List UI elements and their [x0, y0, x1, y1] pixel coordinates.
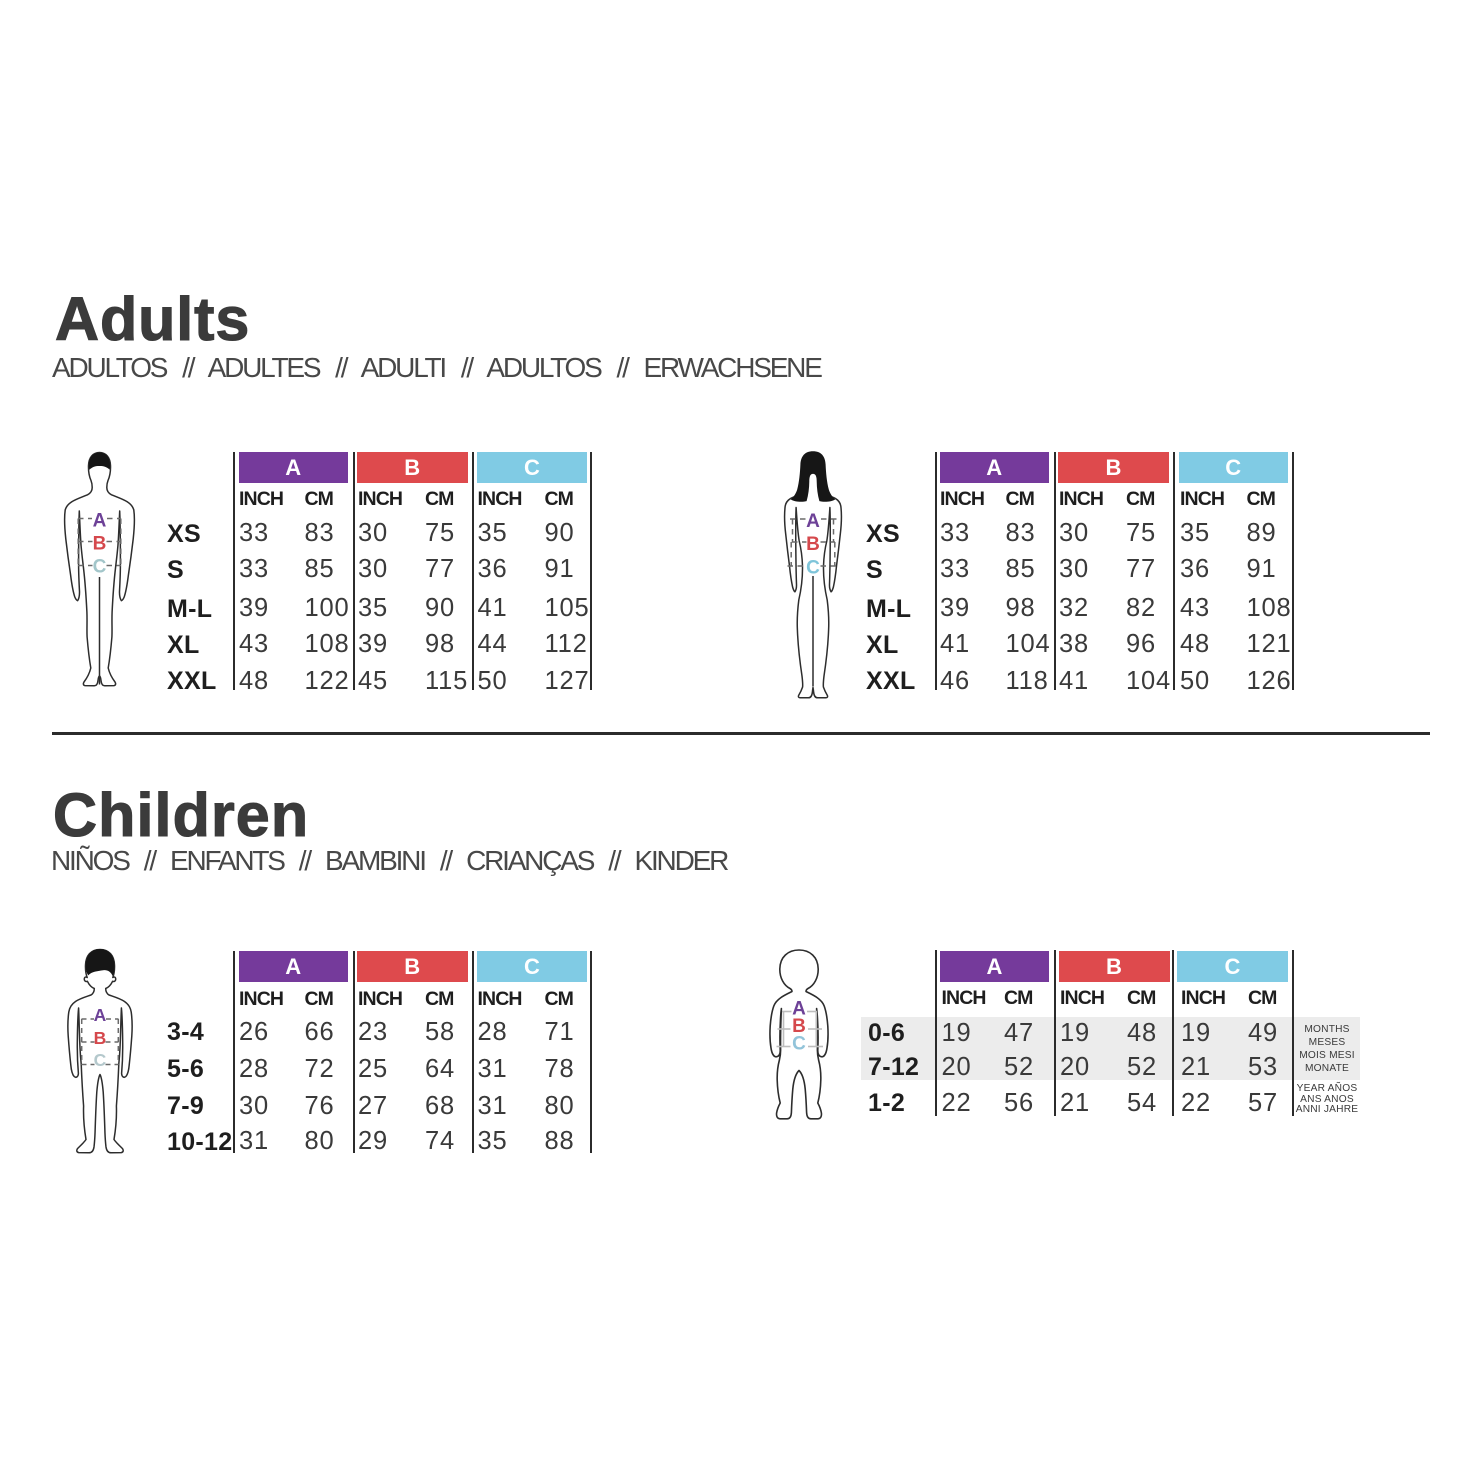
svg-text:B: B: [94, 1028, 107, 1048]
svg-text:B: B: [93, 534, 107, 555]
svg-text:C: C: [806, 558, 820, 579]
svg-text:C: C: [94, 1050, 107, 1070]
svg-text:A: A: [93, 511, 107, 532]
svg-text:B: B: [792, 1016, 806, 1037]
svg-text:C: C: [93, 557, 107, 578]
svg-text:A: A: [806, 511, 820, 532]
svg-text:C: C: [792, 1034, 806, 1055]
svg-text:B: B: [806, 534, 820, 555]
svg-text:A: A: [792, 999, 806, 1020]
svg-text:A: A: [94, 1005, 107, 1025]
